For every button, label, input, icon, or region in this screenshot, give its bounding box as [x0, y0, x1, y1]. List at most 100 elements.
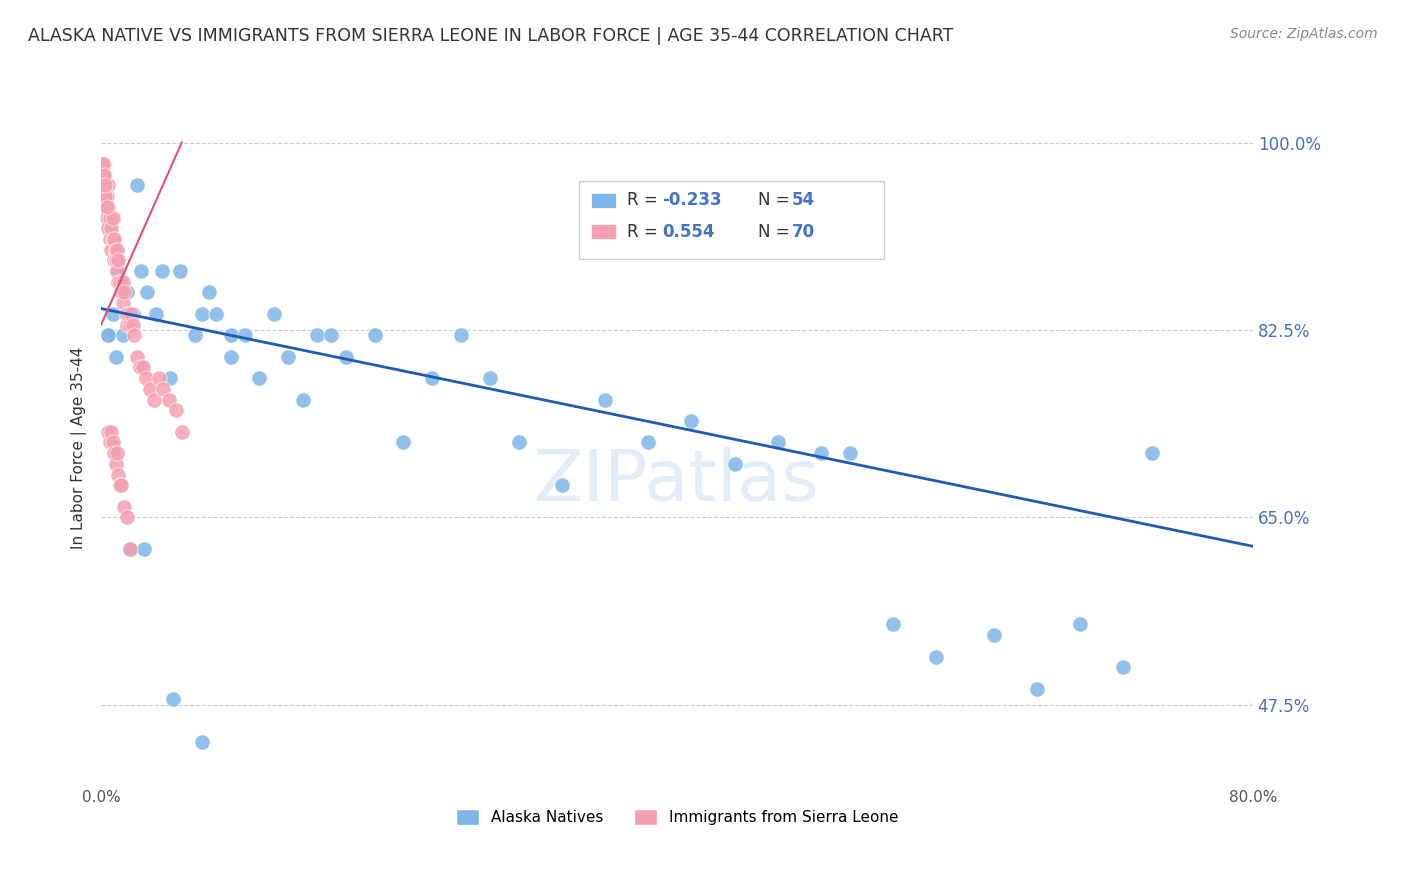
Point [115, 285, 138, 300]
Point [93, 189, 115, 203]
Point [450, 328, 472, 343]
Point [205, 307, 228, 321]
Point [101, 307, 124, 321]
Point [94, 189, 117, 203]
Point [1112, 660, 1135, 674]
Point [108, 478, 131, 492]
Point [139, 382, 162, 396]
Point [136, 285, 159, 300]
Point [159, 371, 181, 385]
Point [104, 350, 127, 364]
Text: ALASKA NATIVE VS IMMIGRANTS FROM SIERRA LEONE IN LABOR FORCE | AGE 35-44 CORRELA: ALASKA NATIVE VS IMMIGRANTS FROM SIERRA … [28, 27, 953, 45]
Point [91, 168, 114, 182]
Point [91, 157, 114, 171]
Point [101, 435, 124, 450]
Point [508, 435, 530, 450]
Point [307, 328, 329, 343]
Point [420, 371, 443, 385]
Point [93, 168, 115, 182]
Point [111, 328, 134, 343]
Point [103, 232, 125, 246]
Point [107, 467, 129, 482]
Point [118, 318, 141, 332]
Point [93, 178, 115, 193]
Point [169, 264, 191, 278]
Point [152, 382, 174, 396]
Point [191, 735, 214, 749]
Point [277, 350, 299, 364]
Point [392, 435, 415, 450]
Point [291, 392, 314, 407]
Point [98, 435, 121, 450]
Point [121, 307, 143, 321]
Point [127, 350, 149, 364]
Point [148, 371, 170, 385]
Point [363, 328, 385, 343]
FancyBboxPatch shape [591, 193, 616, 208]
Point [105, 264, 128, 278]
Point [96, 200, 118, 214]
Point [101, 232, 124, 246]
Point [165, 403, 187, 417]
Point [925, 649, 948, 664]
Point [127, 178, 149, 193]
Point [97, 328, 120, 343]
Point [134, 542, 156, 557]
Point [94, 178, 117, 193]
Point [105, 243, 128, 257]
Point [103, 253, 125, 268]
Point [810, 446, 832, 460]
Point [98, 211, 121, 225]
Text: ZIPatlas: ZIPatlas [534, 447, 820, 516]
Point [107, 253, 129, 268]
FancyBboxPatch shape [591, 225, 616, 239]
Point [115, 318, 138, 332]
Point [321, 328, 343, 343]
Point [681, 414, 703, 428]
Point [115, 510, 138, 524]
Point [112, 285, 135, 300]
Point [233, 328, 256, 343]
Point [129, 360, 152, 375]
Point [110, 478, 132, 492]
Point [249, 371, 271, 385]
Point [91, 168, 114, 182]
Point [104, 457, 127, 471]
Point [104, 243, 127, 257]
Text: 0.554: 0.554 [662, 223, 714, 241]
Text: 54: 54 [792, 191, 815, 209]
Point [104, 253, 127, 268]
Text: N =: N = [758, 223, 794, 241]
Point [107, 264, 129, 278]
Point [983, 628, 1005, 642]
Text: -0.233: -0.233 [662, 191, 721, 209]
Point [97, 178, 120, 193]
Point [97, 328, 120, 343]
Point [131, 264, 153, 278]
Point [157, 392, 180, 407]
Point [118, 542, 141, 557]
Point [122, 328, 145, 343]
Point [118, 542, 141, 557]
Point [100, 425, 122, 439]
Point [143, 392, 166, 407]
Point [108, 275, 131, 289]
Point [478, 371, 501, 385]
Point [96, 211, 118, 225]
Point [91, 157, 114, 171]
Text: R =: R = [627, 191, 664, 209]
Point [882, 617, 904, 632]
Point [150, 264, 173, 278]
Point [162, 692, 184, 706]
Point [593, 392, 616, 407]
Point [132, 360, 155, 375]
Point [91, 178, 114, 193]
Legend: Alaska Natives, Immigrants from Sierra Leone: Alaska Natives, Immigrants from Sierra L… [450, 803, 904, 831]
Point [145, 307, 167, 321]
Point [135, 371, 157, 385]
Point [107, 275, 129, 289]
Point [551, 478, 574, 492]
Point [637, 435, 659, 450]
Point [94, 178, 117, 193]
Point [263, 307, 285, 321]
